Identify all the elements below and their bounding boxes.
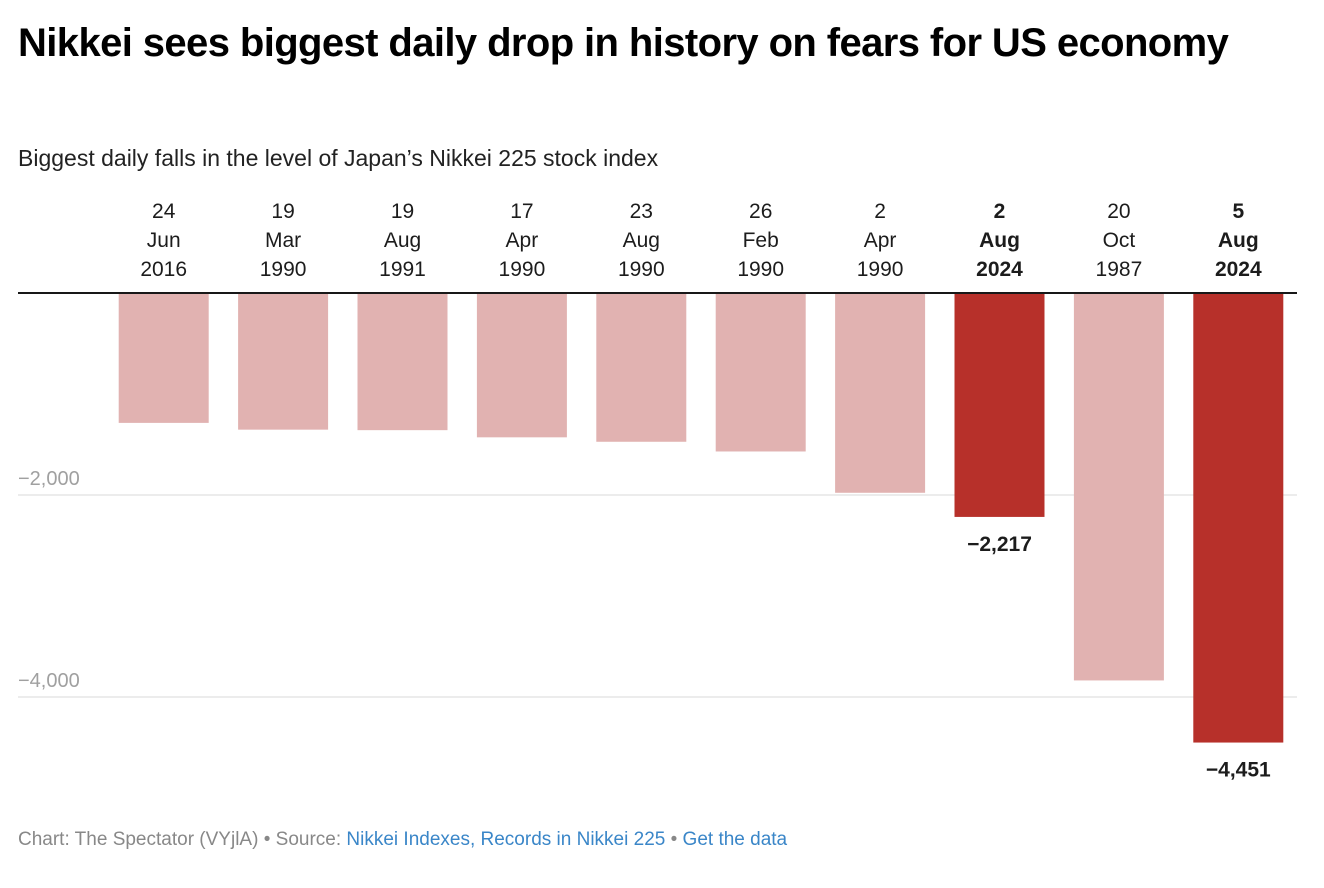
x-tick-label: 26 [749, 200, 772, 223]
x-tick-label: Apr [506, 229, 539, 252]
x-tick-label: Feb [743, 229, 779, 252]
x-tick-label: Oct [1103, 229, 1136, 252]
bar[interactable] [715, 293, 806, 452]
bar[interactable] [1073, 293, 1164, 681]
x-tick-label: 1990 [499, 258, 546, 281]
chart-credit: Chart: The Spectator (VYjlA) [18, 829, 259, 850]
chart-subtitle: Biggest daily falls in the level of Japa… [18, 145, 659, 171]
bar[interactable] [357, 293, 448, 431]
y-tick-label: −4,000 [18, 670, 80, 692]
bar[interactable] [476, 293, 567, 438]
bar[interactable] [118, 293, 209, 423]
bar[interactable] [954, 293, 1045, 517]
bar[interactable] [835, 293, 926, 493]
separator: • [665, 829, 683, 850]
x-tick-label: 2024 [1215, 258, 1262, 281]
x-tick-label: 2 [874, 200, 886, 223]
source-link[interactable]: Nikkei Indexes, Records in Nikkei 225 [346, 829, 666, 850]
x-tick-label: 19 [271, 200, 294, 223]
bar[interactable] [596, 293, 687, 442]
x-tick-label: 17 [510, 200, 533, 223]
x-tick-label: Apr [864, 229, 897, 252]
x-tick-label: 2016 [140, 258, 187, 281]
x-tick-label: 24 [152, 200, 176, 223]
data-label: −4,451 [1206, 759, 1271, 782]
x-tick-label: Aug [979, 229, 1020, 252]
bar[interactable] [238, 293, 329, 430]
x-tick-label: 1990 [618, 258, 665, 281]
chart-footer: Chart: The Spectator (VYjlA) • Source: N… [18, 826, 787, 854]
x-tick-label: 20 [1107, 200, 1130, 223]
x-tick-label: 1990 [737, 258, 784, 281]
x-tick-label: 2024 [976, 258, 1023, 281]
x-tick-label: 1991 [379, 258, 426, 281]
chart-title: Nikkei sees biggest daily drop in histor… [18, 21, 1229, 65]
x-tick-label: Aug [623, 229, 660, 252]
x-tick-label: Aug [1218, 229, 1259, 252]
bar-chart: −2,000 −4,000 24 Jun 2016 19 Mar 1990 19 Aug 1991 1… [18, 200, 1297, 782]
bar[interactable] [1193, 293, 1284, 743]
x-tick-label: 23 [630, 200, 653, 223]
source-label: Source: [275, 829, 347, 850]
x-tick-label: Mar [265, 229, 301, 252]
get-the-data-link[interactable]: Get the data [682, 829, 788, 850]
x-tick-label: Jun [147, 229, 181, 252]
x-tick-label: 1987 [1096, 258, 1143, 281]
x-tick-label: Aug [384, 229, 421, 252]
x-tick-label: 2 [994, 200, 1006, 223]
separator: • [258, 829, 276, 850]
x-tick-label: 5 [1232, 200, 1244, 223]
x-tick-label: 1990 [260, 258, 307, 281]
y-tick-label: −2,000 [18, 468, 80, 490]
x-tick-label: 19 [391, 200, 414, 223]
data-label: −2,217 [967, 533, 1032, 556]
x-tick-label: 1990 [857, 258, 904, 281]
